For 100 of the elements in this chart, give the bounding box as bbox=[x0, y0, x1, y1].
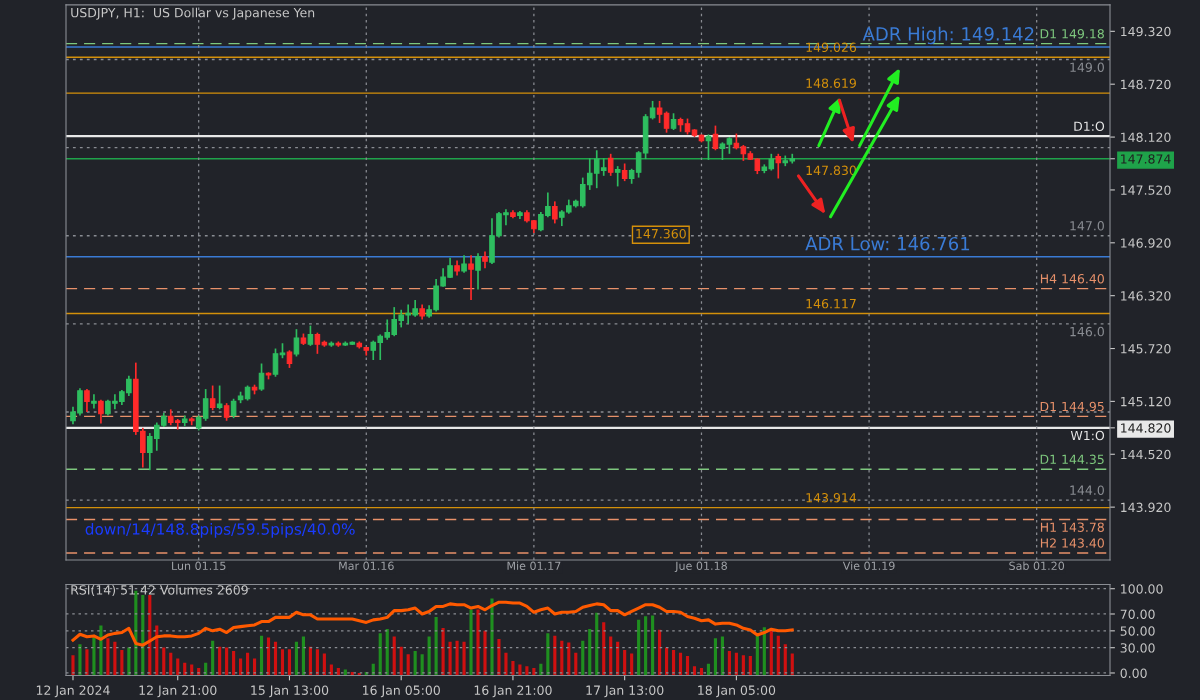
bar bbox=[469, 609, 473, 676]
bar bbox=[658, 629, 662, 676]
y-tick-label: 143.920 bbox=[1121, 502, 1171, 513]
bar bbox=[266, 637, 271, 676]
bar bbox=[378, 633, 382, 676]
bar bbox=[713, 638, 718, 676]
candlestick bbox=[293, 328, 300, 358]
bar bbox=[671, 650, 676, 676]
x-tick-label: 12 Jan 2024 bbox=[36, 685, 110, 698]
bar bbox=[727, 650, 731, 676]
candlestick bbox=[272, 347, 279, 378]
bar bbox=[644, 616, 648, 676]
bar bbox=[420, 654, 424, 676]
bar bbox=[783, 644, 787, 676]
y-tick-label: 30.00 bbox=[1120, 643, 1155, 653]
bar bbox=[609, 636, 613, 676]
bar bbox=[106, 638, 110, 676]
candlestick bbox=[614, 165, 621, 188]
ref-line-label: H2 143.40 bbox=[1040, 538, 1104, 548]
y-tick-label: 50.00 bbox=[1120, 626, 1155, 636]
x-tick-label: Sab 01.20 bbox=[1009, 561, 1065, 570]
bar bbox=[462, 641, 466, 676]
ref-line-label: D1 144.95 bbox=[1040, 401, 1104, 412]
bar bbox=[211, 640, 215, 676]
bar bbox=[427, 636, 431, 676]
bar bbox=[664, 647, 669, 676]
bar bbox=[280, 649, 285, 676]
bar bbox=[567, 642, 571, 676]
candlestick bbox=[98, 398, 104, 425]
y-tick-label: 147.874 bbox=[1121, 154, 1171, 164]
bar bbox=[322, 653, 326, 676]
candlestick bbox=[649, 100, 656, 121]
bar bbox=[399, 646, 403, 676]
bar bbox=[595, 612, 599, 676]
x-tick-label: 16 Jan 05:00 bbox=[363, 685, 440, 698]
bar bbox=[581, 640, 585, 676]
y-tick-label: 145.720 bbox=[1121, 344, 1171, 354]
y-tick-label: 144.520 bbox=[1121, 449, 1171, 460]
bar bbox=[483, 630, 487, 676]
y-tick-label: 144.820 bbox=[1121, 423, 1171, 433]
candlestick bbox=[468, 254, 474, 301]
y-tick-label: 147.520 bbox=[1121, 185, 1171, 195]
annotation: 148.619 bbox=[806, 78, 856, 88]
annotation: ADR High: 149.142 bbox=[862, 26, 1034, 45]
ref-line-label: W1:O bbox=[1070, 430, 1105, 441]
candlestick bbox=[84, 388, 90, 413]
annotation: 147.360 bbox=[636, 228, 686, 239]
ref-line-label: H4 146.40 bbox=[1040, 273, 1104, 284]
candlestick bbox=[307, 324, 314, 347]
x-tick-label: Vie 01.19 bbox=[842, 561, 895, 570]
bar bbox=[434, 617, 438, 676]
y-tick-label: 146.320 bbox=[1121, 291, 1171, 301]
ref-line-label: 147.0 bbox=[1070, 221, 1104, 231]
bar bbox=[769, 630, 773, 676]
x-tick-label: Jue 01.18 bbox=[674, 561, 727, 573]
ref-line-label: H1 143.78 bbox=[1040, 522, 1104, 532]
x-tick-label: Lun 01.15 bbox=[172, 561, 226, 570]
y-tick-label: 70.00 bbox=[1120, 609, 1155, 619]
candlestick bbox=[475, 252, 481, 291]
candlestick bbox=[91, 393, 97, 410]
bar bbox=[85, 649, 89, 676]
bar bbox=[385, 628, 389, 676]
bar bbox=[720, 636, 724, 676]
bar bbox=[511, 661, 515, 676]
y-tick-label: 148.120 bbox=[1121, 132, 1171, 142]
bar bbox=[273, 641, 278, 676]
chart-title: RSI(14) 51.42 Volumes 2609 bbox=[71, 584, 248, 597]
bar bbox=[630, 653, 634, 676]
candlestick bbox=[258, 362, 265, 392]
bar bbox=[71, 655, 75, 676]
bar bbox=[413, 650, 417, 676]
candlestick bbox=[775, 152, 782, 180]
bar bbox=[504, 652, 508, 676]
y-tick-label: 149.320 bbox=[1121, 26, 1171, 37]
annotation: 146.117 bbox=[806, 298, 856, 309]
candlestick bbox=[607, 152, 614, 177]
annotation: 143.914 bbox=[806, 493, 857, 503]
x-tick-label: 16 Jan 21:00 bbox=[474, 685, 552, 698]
line-series bbox=[71, 600, 794, 647]
annotation: 147.830 bbox=[806, 165, 857, 176]
ref-line-label: 144.0 bbox=[1070, 485, 1104, 495]
bar bbox=[651, 615, 655, 676]
y-tick-label: 145.120 bbox=[1121, 396, 1171, 407]
bar bbox=[78, 644, 82, 676]
x-tick-label: 17 Jan 13:00 bbox=[586, 685, 664, 698]
bar bbox=[441, 628, 445, 676]
bar bbox=[497, 639, 501, 676]
annotation: down/14/148.8pips/59.5pips/40.0% bbox=[85, 523, 355, 538]
candlestick bbox=[663, 110, 670, 134]
bar bbox=[553, 635, 557, 676]
bar bbox=[455, 640, 459, 676]
x-tick-label: 15 Jan 13:00 bbox=[251, 685, 329, 698]
y-tick-label: 148.720 bbox=[1121, 79, 1171, 90]
candlestick bbox=[209, 384, 216, 412]
bar bbox=[315, 649, 319, 676]
y-tick-label: 146.920 bbox=[1121, 238, 1171, 248]
bar bbox=[692, 666, 697, 676]
ref-line-label: 149.0 bbox=[1070, 62, 1104, 72]
bar bbox=[637, 619, 641, 676]
bar bbox=[741, 655, 745, 676]
